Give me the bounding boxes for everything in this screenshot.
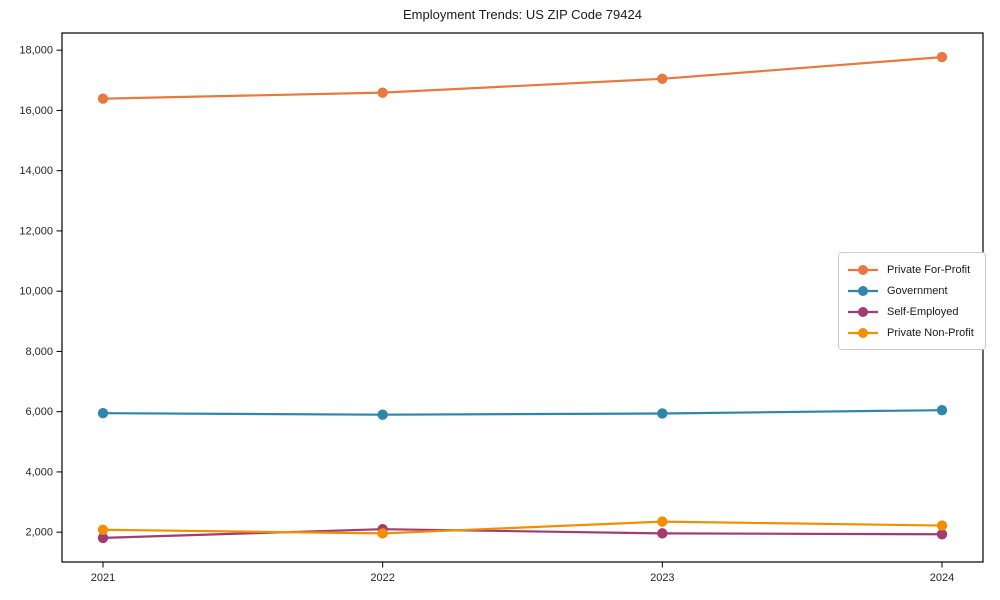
y-axis-tick-label: 8,000 [25,346,53,358]
y-axis-tick-label: 16,000 [19,105,53,117]
data-point [97,524,109,535]
data-point [377,87,388,98]
y-axis-tick-label: 10,000 [19,286,53,298]
legend-label: Self-Employed [887,305,959,318]
data-point [657,516,668,527]
x-axis-tick-label: 2021 [91,572,115,584]
series-line-private-for-profit [102,56,943,100]
legend-item: Private Non-Profit [847,322,974,343]
y-axis-tick-label: 2,000 [25,527,53,539]
legend-marker-icon [848,285,878,296]
y-axis-tick-label: 12,000 [19,225,53,237]
legend-marker-icon [848,264,878,275]
series-line-self-employed [102,528,943,539]
chart-title: Employment Trends: US ZIP Code 79424 [403,7,642,22]
data-point [97,407,109,419]
x-axis-tick-label: 2024 [930,572,954,584]
y-axis-tick-label: 4,000 [25,466,53,478]
legend-label: Private For-Profit [887,263,971,276]
x-axis-tick-label: 2022 [370,572,394,584]
data-point [936,51,948,63]
legend-label: Government [887,284,948,297]
legend-item: Private For-Profit [847,259,974,280]
legend-item: Government [847,280,974,301]
legend-marker-icon [848,306,878,317]
data-point [657,528,668,539]
data-point [97,532,109,544]
legend: Private For-Profit Government Self-Employe… [838,252,986,350]
legend-item: Self-Employed [847,301,974,322]
data-point [377,409,388,420]
data-point [936,404,948,416]
series-line-private-non-profit [102,520,943,535]
data-point [377,528,388,539]
y-axis-tick-label: 18,000 [19,45,53,57]
y-axis-tick-label: 6,000 [25,406,53,418]
series-line-government [102,409,943,416]
x-axis-tick-label: 2023 [650,572,674,584]
data-point [657,73,668,84]
data-point [657,408,668,419]
data-point [97,93,109,104]
legend-marker-icon [848,327,878,338]
legend-label: Private Non-Profit [887,326,974,339]
y-axis-tick-label: 14,000 [19,165,53,177]
data-point [936,529,948,540]
data-point [936,520,948,531]
